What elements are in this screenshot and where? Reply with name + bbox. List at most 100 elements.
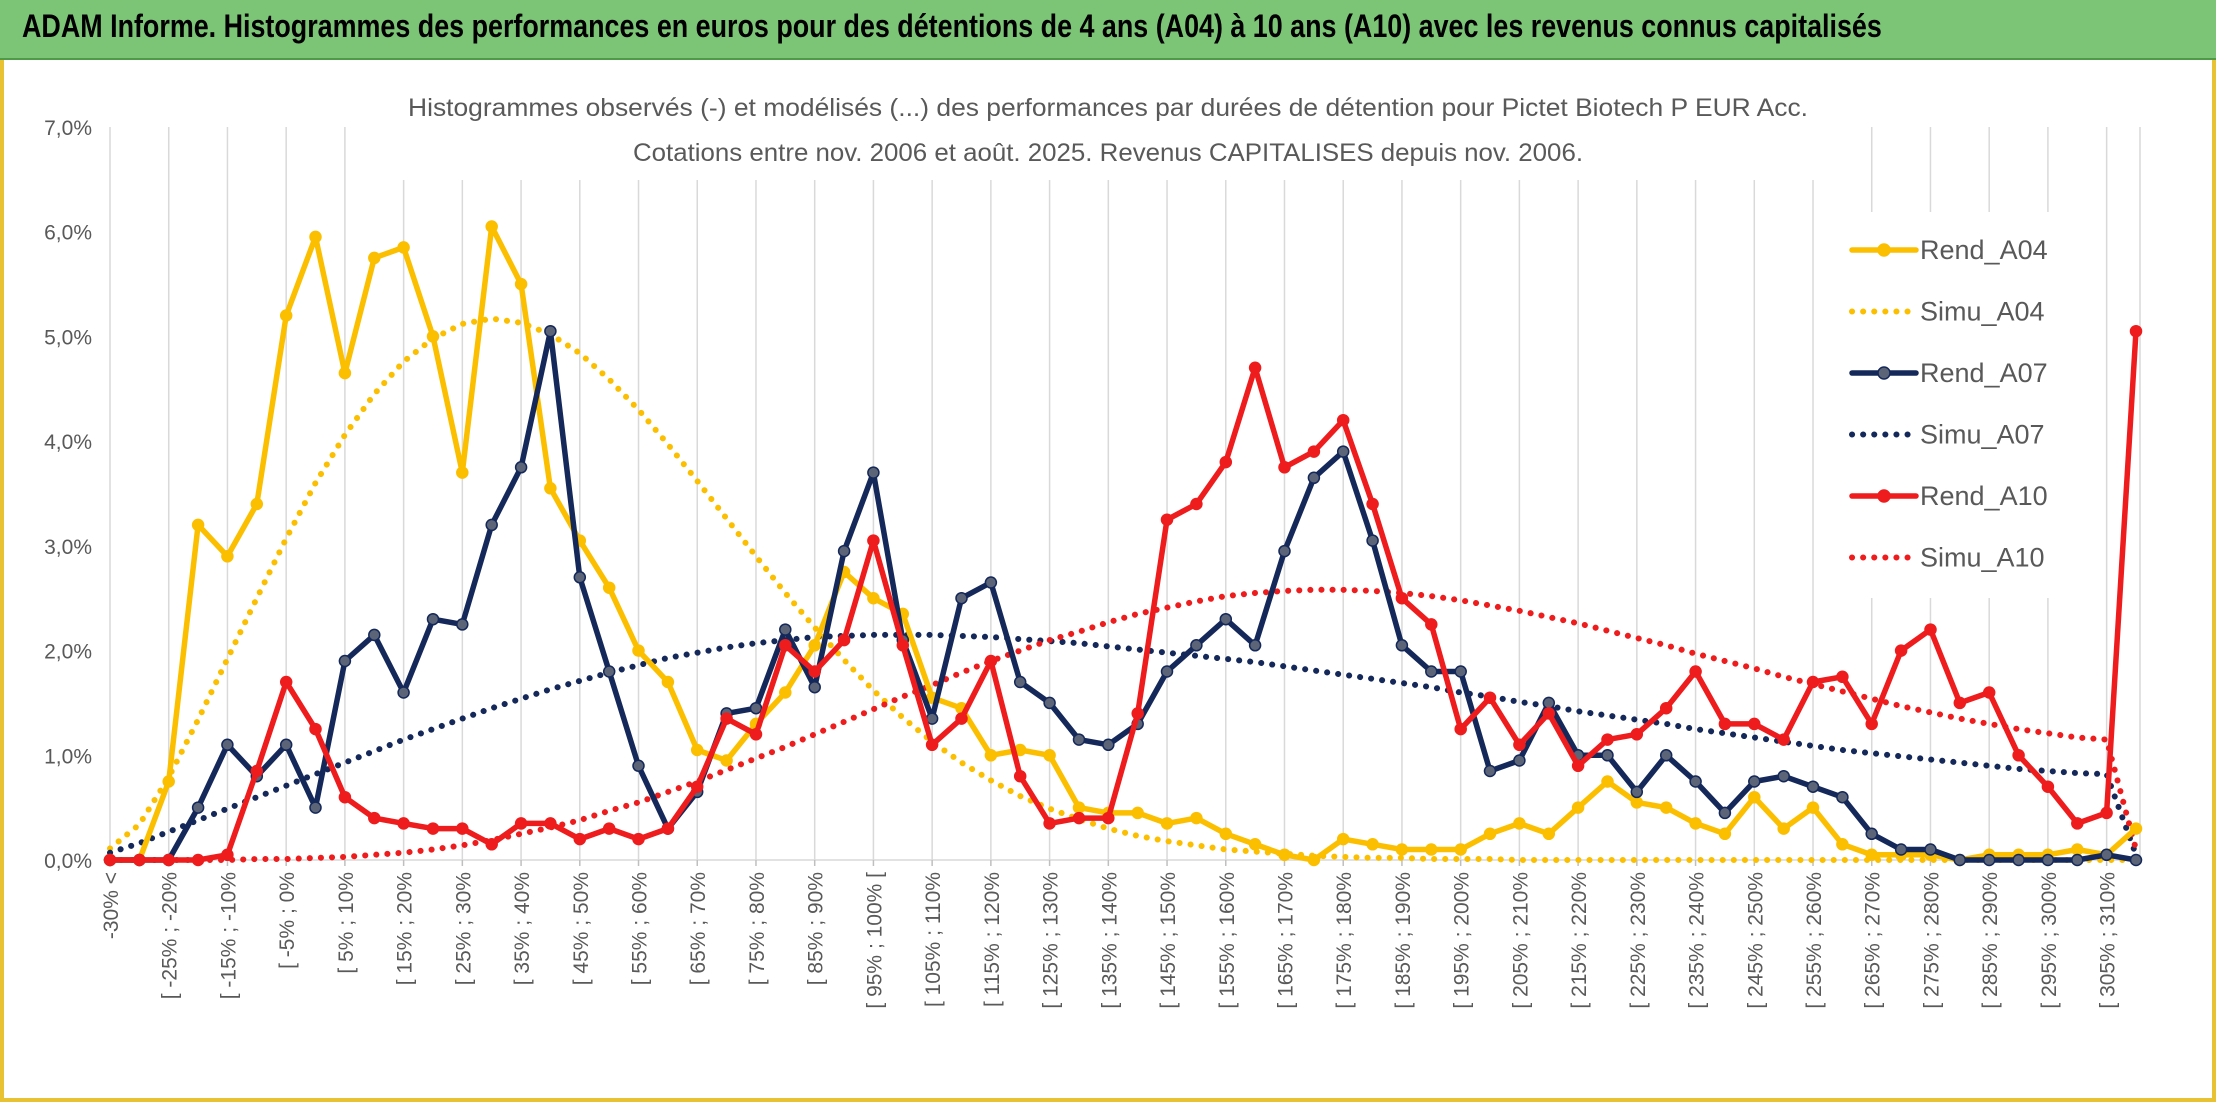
data-point-rend_a10 (1483, 691, 1497, 704)
data-point-rend_a07 (632, 759, 645, 773)
legend-label-simu_a10: Simu_A10 (1920, 543, 2045, 573)
data-point-rend_a07 (573, 571, 587, 584)
data-point-rend_a10 (1072, 811, 1086, 825)
y-tick-label: 4,0% (44, 431, 92, 454)
y-tick-label: 0,0% (44, 850, 92, 873)
x-tick-label: [ 175% ; 180% (1333, 872, 1356, 1009)
data-point-rend_a07 (1102, 738, 1115, 752)
data-point-rend_a10 (1307, 445, 1321, 458)
x-tick-label: [ 305% ; 310% (2097, 872, 2120, 1009)
data-point-rend_a07 (368, 628, 381, 642)
data-point-rend_a10 (1219, 455, 1233, 469)
x-tick-label: [ 15% ; 20% (394, 872, 417, 985)
data-point-rend_a10 (309, 722, 322, 736)
data-point-rend_a04 (1542, 827, 1556, 841)
data-point-rend_a07 (1777, 769, 1790, 783)
data-point-rend_a04 (514, 277, 528, 291)
y-axis: 0,0% 1,0% 2,0% 3,0% 4,0% 5,0% 6,0% 7,0% (44, 117, 92, 873)
data-point-rend_a04 (1689, 817, 1702, 830)
data-point-rend_a04 (2071, 843, 2084, 856)
data-point-rend_a10 (808, 665, 821, 678)
data-point-rend_a04 (1190, 811, 1203, 825)
data-point-rend_a10 (2129, 324, 2143, 338)
data-point-rend_a07 (1043, 696, 1056, 710)
series-line-simu_a10 (107, 586, 2139, 863)
data-point-rend_a04 (191, 518, 205, 532)
data-point-rend_a10 (779, 639, 792, 652)
x-tick-label: [ 155% ; 160% (1216, 872, 1239, 1009)
x-tick-label: [ 85% ; 90% (805, 872, 828, 985)
data-point-rend_a07 (1013, 675, 1027, 689)
x-tick-label: -30% < (100, 872, 123, 939)
x-tick-label: [ 105% ; 110% (922, 872, 945, 1007)
x-tick-label: [ 185% ; 190% (1392, 872, 1415, 1009)
data-point-rend_a10 (602, 822, 616, 835)
y-tick-label: 3,0% (44, 536, 92, 559)
data-point-rend_a07 (749, 701, 763, 715)
data-point-rend_a10 (338, 790, 352, 804)
data-point-rend_a07 (1630, 785, 1644, 799)
data-point-rend_a04 (1865, 848, 1878, 862)
data-point-rend_a10 (1043, 817, 1056, 830)
data-point-rend_a04 (368, 251, 381, 265)
x-tick-label: [ 225% ; 230% (1627, 872, 1650, 1009)
data-point-rend_a10 (250, 764, 264, 778)
data-point-rend_a07 (1689, 775, 1702, 788)
data-point-rend_a10 (1806, 675, 1820, 689)
data-point-rend_a04 (1043, 749, 1056, 762)
data-point-rend_a04 (1513, 817, 1526, 830)
x-tick-label: [ 25% ; 30% (452, 872, 475, 985)
x-axis: -30% < [ -25% ; -20% [ -15% ; -10% [ -5% ; … (100, 859, 2140, 1009)
data-point-rend_a10 (162, 853, 175, 867)
data-point-rend_a07 (485, 518, 498, 532)
data-point-rend_a04 (1601, 775, 1614, 788)
data-point-rend_a07 (191, 801, 205, 814)
data-point-rend_a10 (1425, 618, 1438, 631)
data-point-rend_a10 (544, 817, 557, 830)
chart-title-line1: Histogrammes observés (-) et modélisés (… (408, 94, 1808, 122)
data-point-rend_a10 (485, 838, 498, 851)
series-line-simu_a04 (107, 315, 2139, 863)
x-tick-label: [ 145% ; 150% (1157, 872, 1180, 1009)
x-tick-label: [ -5% ; 0% (276, 872, 299, 969)
data-point-rend_a10 (1748, 717, 1761, 731)
data-point-rend_a10 (896, 639, 910, 652)
data-point-rend_a07 (2041, 853, 2055, 867)
x-tick-label: [ 55% ; 60% (629, 872, 652, 985)
data-point-rend_a07 (1336, 445, 1350, 458)
data-point-rend_a04 (1571, 801, 1585, 814)
x-tick-label: [ 65% ; 70% (687, 872, 710, 985)
data-point-rend_a04 (1454, 843, 1467, 856)
data-point-rend_a10 (1160, 513, 1174, 526)
data-point-rend_a10 (426, 822, 440, 835)
x-tick-label: [ 245% ; 250% (1744, 872, 1767, 1009)
data-point-rend_a07 (1659, 749, 1673, 762)
data-point-rend_a07 (397, 686, 410, 699)
data-point-rend_a10 (867, 534, 880, 547)
y-tick-label: 5,0% (44, 326, 92, 349)
data-point-rend_a07 (514, 461, 528, 474)
data-point-rend_a04 (1307, 853, 1321, 867)
x-tick-label: [ 285% ; 290% (1979, 872, 2002, 1009)
data-point-rend_a07 (1953, 853, 1967, 867)
data-point-rend_a07 (338, 654, 352, 668)
legend-label-rend_a04: Rend_A04 (1920, 235, 2048, 265)
legend[interactable]: Rend_A04 Simu_A04 Rend_A07 Simu_A07 Rend_A10… (1849, 235, 2048, 573)
data-point-rend_a07 (1894, 843, 1908, 856)
data-point-rend_a07 (1219, 612, 1233, 626)
data-point-rend_a10 (1336, 413, 1350, 427)
data-point-rend_a07 (2100, 848, 2113, 862)
data-point-rend_a07 (1278, 544, 1291, 558)
data-point-rend_a07 (2129, 853, 2143, 867)
data-point-rend_a10 (1777, 733, 1790, 746)
x-tick-label: [ 35% ; 40% (511, 872, 534, 985)
data-point-rend_a07 (1865, 827, 1878, 841)
x-tick-label: [ 95% ; 100% [ (863, 872, 886, 1009)
data-point-rend_a10 (1924, 623, 1937, 636)
data-point-rend_a10 (1278, 461, 1291, 474)
data-point-rend_a07 (984, 576, 998, 589)
series-line-rend_a04 (107, 223, 2139, 863)
data-point-rend_a04 (162, 775, 175, 788)
data-point-rend_a10 (1542, 707, 1556, 720)
